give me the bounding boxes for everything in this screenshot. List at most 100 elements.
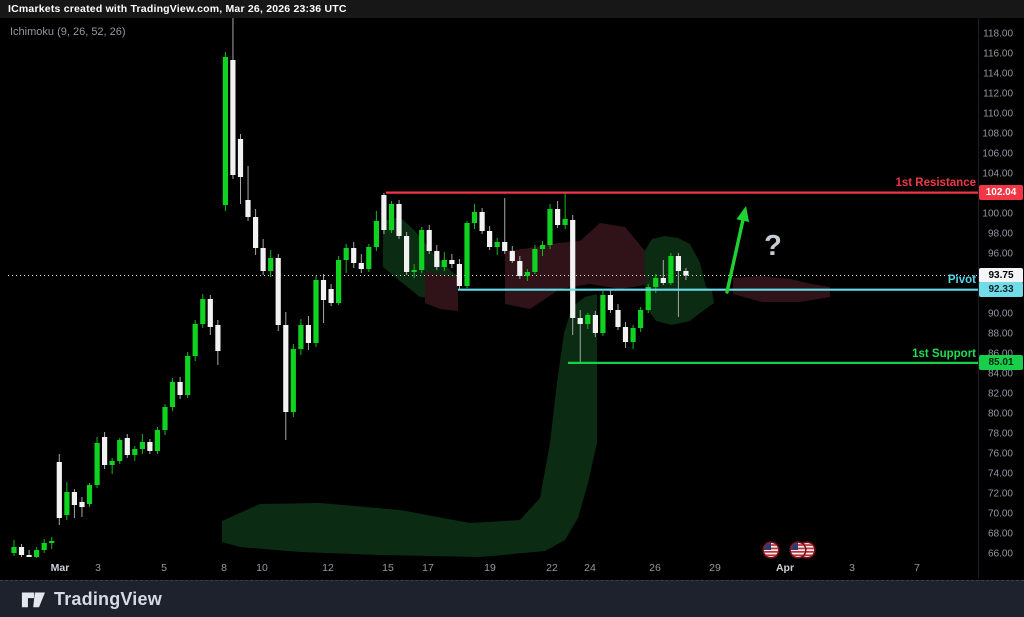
price-tick-110[interactable]: 110.00 [983, 109, 1013, 120]
candle-72[interactable] [555, 201, 561, 228]
level-lines[interactable] [386, 191, 978, 364]
candle-40[interactable] [313, 276, 319, 347]
up-arrow-head[interactable] [736, 206, 750, 222]
candle-47[interactable] [366, 244, 372, 272]
us-flag-event-icon[interactable] [761, 540, 781, 560]
price-tick-100[interactable]: 100.00 [982, 209, 1013, 220]
price-tick-70[interactable]: 70.00 [988, 509, 1013, 520]
tradingview-brand-text[interactable]: TradingView [54, 588, 162, 609]
candle-46[interactable] [358, 254, 364, 273]
tradingview-logo-icon[interactable] [20, 587, 46, 611]
us-flag-double-event-icon[interactable] [788, 540, 818, 560]
candle-15[interactable] [124, 434, 130, 458]
candle-80[interactable] [615, 304, 621, 330]
candle-68[interactable] [524, 269, 530, 281]
pivot-label[interactable]: Pivot [947, 274, 976, 286]
candle-7[interactable] [64, 482, 70, 520]
candle-55[interactable] [426, 225, 432, 254]
candle-20[interactable] [162, 404, 168, 435]
candle-75[interactable] [577, 310, 583, 363]
candle-50[interactable] [388, 201, 395, 233]
candle-14[interactable] [117, 438, 123, 464]
time-tick-26[interactable]: 26 [649, 562, 661, 574]
candle-21[interactable] [169, 378, 176, 411]
candle-76[interactable] [585, 313, 591, 329]
price-tick-116[interactable]: 116.00 [983, 49, 1013, 60]
candle-38[interactable] [298, 319, 304, 355]
candle-17[interactable] [139, 434, 145, 454]
price-tick-104[interactable]: 104.00 [982, 169, 1013, 180]
price-tick-72[interactable]: 72.00 [988, 489, 1013, 500]
candle-87[interactable] [668, 253, 674, 285]
indicator-legend[interactable]: Ichimoku (9, 26, 52, 26) [10, 26, 126, 38]
price-tick-108[interactable]: 108.00 [982, 129, 1013, 140]
time-tick-3[interactable]: 3 [849, 562, 855, 574]
candle-31[interactable] [245, 166, 251, 221]
candle-83[interactable] [638, 307, 644, 332]
candle-70[interactable] [539, 241, 546, 256]
price-tick-74[interactable]: 74.00 [988, 469, 1013, 480]
time-tick-22[interactable]: 22 [546, 562, 558, 574]
candle-22[interactable] [177, 377, 183, 399]
candle-4[interactable] [41, 539, 47, 553]
time-tick-24[interactable]: 24 [584, 562, 596, 574]
price-tick-90[interactable]: 90.00 [988, 309, 1013, 320]
support-label[interactable]: 1st Support [912, 348, 976, 360]
candlestick-series[interactable] [11, 9, 689, 558]
candle-51[interactable] [396, 200, 402, 239]
time-tick-29[interactable]: 29 [709, 562, 721, 574]
candle-1[interactable] [18, 544, 25, 557]
price-tick-78[interactable]: 78.00 [988, 429, 1013, 440]
candle-69[interactable] [532, 245, 538, 274]
candle-77[interactable] [592, 311, 598, 337]
time-tick-12[interactable]: 12 [322, 562, 334, 574]
candle-24[interactable] [192, 320, 198, 361]
candle-25[interactable] [200, 294, 206, 328]
price-tick-84[interactable]: 84.00 [988, 369, 1013, 380]
time-tick-19[interactable]: 19 [484, 562, 496, 574]
price-tick-82[interactable]: 82.00 [988, 389, 1013, 400]
candle-58[interactable] [449, 254, 455, 268]
candle-3[interactable] [34, 547, 40, 558]
candle-11[interactable] [94, 437, 100, 488]
candle-65[interactable] [502, 198, 508, 254]
candle-78[interactable] [600, 291, 606, 336]
candle-32[interactable] [253, 209, 259, 255]
candle-48[interactable] [373, 211, 379, 251]
price-tick-76[interactable]: 76.00 [988, 449, 1013, 460]
candle-79[interactable] [607, 289, 613, 313]
candle-86[interactable] [660, 260, 666, 285]
time-tick-5[interactable]: 5 [161, 562, 167, 574]
candle-59[interactable] [456, 259, 462, 290]
time-tick-7[interactable]: 7 [914, 562, 920, 574]
candle-42[interactable] [328, 284, 334, 306]
candle-54[interactable] [419, 227, 425, 273]
candle-62[interactable] [479, 208, 485, 234]
candle-60[interactable] [464, 221, 470, 288]
candle-49[interactable] [381, 193, 387, 234]
candle-18[interactable] [147, 439, 153, 454]
candle-61[interactable] [471, 204, 478, 229]
price-tick-96[interactable]: 96.00 [988, 249, 1013, 260]
price-tick-98[interactable]: 98.00 [988, 229, 1013, 240]
arrow-annotation[interactable] [725, 206, 750, 294]
price-tick-118[interactable]: 118.00 [983, 29, 1013, 40]
candle-52[interactable] [404, 232, 410, 275]
candle-16[interactable] [132, 446, 138, 461]
candle-5[interactable] [49, 537, 55, 549]
candle-33[interactable] [260, 239, 266, 275]
time-tick-Apr[interactable]: Apr [776, 562, 794, 574]
candle-28[interactable] [222, 52, 228, 211]
time-tick-15[interactable]: 15 [382, 562, 394, 574]
candle-44[interactable] [343, 244, 349, 273]
time-tick-Mar[interactable]: Mar [51, 562, 70, 574]
question-mark-annotation[interactable]: ? [764, 230, 782, 262]
time-tick-3[interactable]: 3 [95, 562, 101, 574]
candle-26[interactable] [207, 295, 213, 335]
candle-39[interactable] [305, 316, 311, 350]
time-axis[interactable]: Mar 3 5 8 10 12 15 17 19 22 24 26 29 Apr 3 7 [51, 562, 920, 574]
candle-36[interactable] [283, 312, 289, 440]
time-tick-8[interactable]: 8 [221, 562, 227, 574]
candle-84[interactable] [645, 284, 651, 313]
